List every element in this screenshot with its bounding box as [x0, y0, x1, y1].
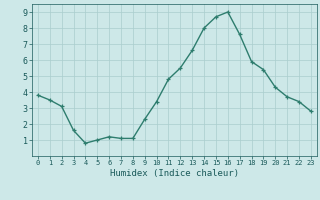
X-axis label: Humidex (Indice chaleur): Humidex (Indice chaleur)	[110, 169, 239, 178]
